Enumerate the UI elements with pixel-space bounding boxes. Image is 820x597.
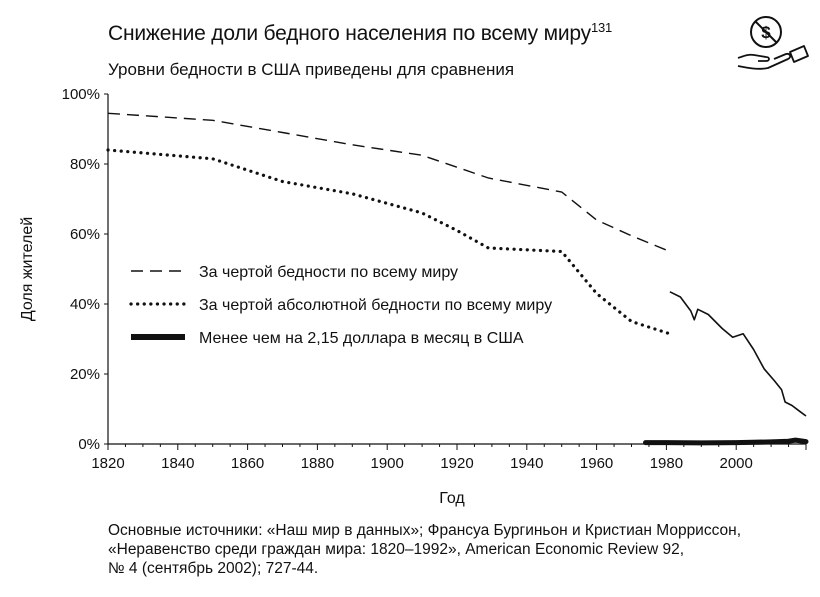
y-axis-title: Доля жителей [19, 217, 36, 321]
y-tick-label: 80% [70, 156, 100, 173]
chart-legend: За чертой бедности по всему миру За черто… [129, 264, 552, 347]
x-tick-label: 1980 [650, 455, 683, 472]
x-tick-label: 1820 [91, 455, 124, 472]
y-tick-label: 20% [70, 366, 100, 383]
y-tick-label: 0% [78, 436, 100, 453]
y-tick-label: 100% [62, 86, 100, 103]
world-poverty-line [107, 112, 671, 253]
x-tick-label: 1880 [301, 455, 334, 472]
source-line-3: № 4 (сентябрь 2002); 727-44. [108, 560, 319, 577]
y-tick-label: 40% [70, 296, 100, 313]
x-tick-label: 1940 [510, 455, 543, 472]
x-tick-label: 1840 [161, 455, 194, 472]
hand-with-crossed-dollar-icon: $ [737, 16, 809, 70]
x-tick-label: 1900 [371, 455, 404, 472]
y-tick-label: 60% [70, 226, 100, 243]
world-extreme-poverty-line [106, 148, 672, 336]
legend-label: За чертой бедности по всему миру [199, 264, 458, 281]
us-poverty-line [643, 437, 809, 446]
poverty-line-chart: 0% 20% 40% 60% 80% 100% 1820 1840 1860 1880 1900 19… [19, 86, 809, 507]
chart-subtitle: Уровни бедности в США приведены для срав… [108, 60, 515, 79]
x-tick-label: 1860 [231, 455, 264, 472]
source-note: Основные источники: «Наш мир в данных»; … [108, 521, 808, 578]
source-line-2: «Неравенство среди граждан мира: 1820–19… [108, 541, 684, 558]
chart-title-text: Снижение доли бедного населения по всему… [108, 22, 591, 45]
x-tick-label: 1960 [580, 455, 613, 472]
world-poverty-recent-line [669, 291, 807, 417]
legend-label: Менее чем на 2,15 доллара в месяц в США [199, 330, 524, 347]
x-tick-label: 2000 [720, 455, 753, 472]
title-footnote-number: 131 [590, 20, 613, 35]
source-line-1: Основные источники: «Наш мир в данных»; … [108, 522, 742, 539]
x-axis-title: Год [439, 490, 465, 507]
x-tick-label: 1920 [440, 455, 473, 472]
chart-title: Снижение доли бедного населения по всему… [108, 20, 612, 46]
legend-label: За чертой абсолютной бедности по всему м… [199, 297, 552, 314]
chart-series [106, 112, 809, 446]
